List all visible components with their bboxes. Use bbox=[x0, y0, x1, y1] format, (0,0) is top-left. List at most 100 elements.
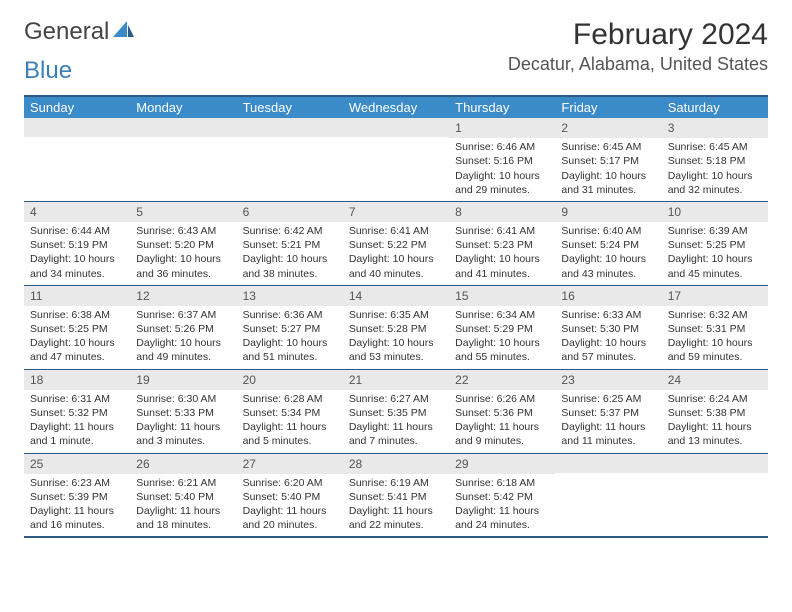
sunrise-text: Sunrise: 6:27 AM bbox=[349, 392, 443, 406]
day-cell: 6Sunrise: 6:42 AMSunset: 5:21 PMDaylight… bbox=[237, 202, 343, 285]
day-number: 19 bbox=[130, 370, 236, 390]
daylight-text: Daylight: 11 hours and 9 minutes. bbox=[455, 420, 549, 448]
daylight-text: Daylight: 10 hours and 40 minutes. bbox=[349, 252, 443, 280]
sunset-text: Sunset: 5:23 PM bbox=[455, 238, 549, 252]
daylight-text: Daylight: 10 hours and 31 minutes. bbox=[561, 169, 655, 197]
day-details: Sunrise: 6:31 AMSunset: 5:32 PMDaylight:… bbox=[24, 390, 130, 453]
day-cell: 28Sunrise: 6:19 AMSunset: 5:41 PMDayligh… bbox=[343, 454, 449, 537]
weeks-container: 1Sunrise: 6:46 AMSunset: 5:16 PMDaylight… bbox=[24, 118, 768, 538]
day-cell: 23Sunrise: 6:25 AMSunset: 5:37 PMDayligh… bbox=[555, 370, 661, 453]
daylight-text: Daylight: 10 hours and 36 minutes. bbox=[136, 252, 230, 280]
day-details: Sunrise: 6:39 AMSunset: 5:25 PMDaylight:… bbox=[662, 222, 768, 285]
daylight-text: Daylight: 10 hours and 59 minutes. bbox=[668, 336, 762, 364]
day-details: Sunrise: 6:44 AMSunset: 5:19 PMDaylight:… bbox=[24, 222, 130, 285]
sunrise-text: Sunrise: 6:41 AM bbox=[455, 224, 549, 238]
day-cell: 16Sunrise: 6:33 AMSunset: 5:30 PMDayligh… bbox=[555, 286, 661, 369]
day-number: 25 bbox=[24, 454, 130, 474]
day-details: Sunrise: 6:32 AMSunset: 5:31 PMDaylight:… bbox=[662, 306, 768, 369]
daylight-text: Daylight: 11 hours and 1 minute. bbox=[30, 420, 124, 448]
sunset-text: Sunset: 5:29 PM bbox=[455, 322, 549, 336]
sunrise-text: Sunrise: 6:25 AM bbox=[561, 392, 655, 406]
day-details: Sunrise: 6:36 AMSunset: 5:27 PMDaylight:… bbox=[237, 306, 343, 369]
logo-text-1: General bbox=[24, 18, 109, 46]
day-number bbox=[237, 118, 343, 137]
daylight-text: Daylight: 11 hours and 20 minutes. bbox=[243, 504, 337, 532]
sunset-text: Sunset: 5:21 PM bbox=[243, 238, 337, 252]
day-cell: 24Sunrise: 6:24 AMSunset: 5:38 PMDayligh… bbox=[662, 370, 768, 453]
sunset-text: Sunset: 5:27 PM bbox=[243, 322, 337, 336]
day-cell: 10Sunrise: 6:39 AMSunset: 5:25 PMDayligh… bbox=[662, 202, 768, 285]
day-cell: 11Sunrise: 6:38 AMSunset: 5:25 PMDayligh… bbox=[24, 286, 130, 369]
sunrise-text: Sunrise: 6:34 AM bbox=[455, 308, 549, 322]
day-details: Sunrise: 6:18 AMSunset: 5:42 PMDaylight:… bbox=[449, 474, 555, 537]
sunset-text: Sunset: 5:34 PM bbox=[243, 406, 337, 420]
sunset-text: Sunset: 5:37 PM bbox=[561, 406, 655, 420]
sunrise-text: Sunrise: 6:21 AM bbox=[136, 476, 230, 490]
daylight-text: Daylight: 11 hours and 7 minutes. bbox=[349, 420, 443, 448]
daylight-text: Daylight: 10 hours and 32 minutes. bbox=[668, 169, 762, 197]
day-details: Sunrise: 6:38 AMSunset: 5:25 PMDaylight:… bbox=[24, 306, 130, 369]
sunrise-text: Sunrise: 6:40 AM bbox=[561, 224, 655, 238]
sunset-text: Sunset: 5:28 PM bbox=[349, 322, 443, 336]
day-cell: 14Sunrise: 6:35 AMSunset: 5:28 PMDayligh… bbox=[343, 286, 449, 369]
day-cell: 26Sunrise: 6:21 AMSunset: 5:40 PMDayligh… bbox=[130, 454, 236, 537]
day-number: 9 bbox=[555, 202, 661, 222]
day-cell: 1Sunrise: 6:46 AMSunset: 5:16 PMDaylight… bbox=[449, 118, 555, 201]
sunrise-text: Sunrise: 6:45 AM bbox=[668, 140, 762, 154]
day-number: 27 bbox=[237, 454, 343, 474]
day-number: 6 bbox=[237, 202, 343, 222]
month-title: February 2024 bbox=[508, 18, 768, 52]
week-row: 18Sunrise: 6:31 AMSunset: 5:32 PMDayligh… bbox=[24, 370, 768, 454]
day-number: 4 bbox=[24, 202, 130, 222]
day-number: 16 bbox=[555, 286, 661, 306]
day-number bbox=[662, 454, 768, 473]
sunrise-text: Sunrise: 6:24 AM bbox=[668, 392, 762, 406]
day-number: 29 bbox=[449, 454, 555, 474]
daylight-text: Daylight: 11 hours and 3 minutes. bbox=[136, 420, 230, 448]
day-number: 7 bbox=[343, 202, 449, 222]
week-row: 25Sunrise: 6:23 AMSunset: 5:39 PMDayligh… bbox=[24, 454, 768, 539]
day-header: Thursday bbox=[449, 97, 555, 118]
daylight-text: Daylight: 10 hours and 41 minutes. bbox=[455, 252, 549, 280]
sunrise-text: Sunrise: 6:37 AM bbox=[136, 308, 230, 322]
sunrise-text: Sunrise: 6:35 AM bbox=[349, 308, 443, 322]
day-number: 14 bbox=[343, 286, 449, 306]
sunset-text: Sunset: 5:24 PM bbox=[561, 238, 655, 252]
daylight-text: Daylight: 10 hours and 51 minutes. bbox=[243, 336, 337, 364]
day-number: 13 bbox=[237, 286, 343, 306]
day-number: 21 bbox=[343, 370, 449, 390]
day-cell: 19Sunrise: 6:30 AMSunset: 5:33 PMDayligh… bbox=[130, 370, 236, 453]
day-cell bbox=[24, 118, 130, 201]
sunset-text: Sunset: 5:31 PM bbox=[668, 322, 762, 336]
day-header-row: Sunday Monday Tuesday Wednesday Thursday… bbox=[24, 95, 768, 118]
sunset-text: Sunset: 5:38 PM bbox=[668, 406, 762, 420]
calendar-page: General February 2024 Decatur, Alabama, … bbox=[0, 0, 792, 556]
daylight-text: Daylight: 11 hours and 22 minutes. bbox=[349, 504, 443, 532]
day-number: 23 bbox=[555, 370, 661, 390]
day-number: 1 bbox=[449, 118, 555, 138]
sunrise-text: Sunrise: 6:31 AM bbox=[30, 392, 124, 406]
daylight-text: Daylight: 10 hours and 45 minutes. bbox=[668, 252, 762, 280]
day-details: Sunrise: 6:35 AMSunset: 5:28 PMDaylight:… bbox=[343, 306, 449, 369]
daylight-text: Daylight: 10 hours and 34 minutes. bbox=[30, 252, 124, 280]
day-details: Sunrise: 6:43 AMSunset: 5:20 PMDaylight:… bbox=[130, 222, 236, 285]
day-cell: 18Sunrise: 6:31 AMSunset: 5:32 PMDayligh… bbox=[24, 370, 130, 453]
daylight-text: Daylight: 10 hours and 55 minutes. bbox=[455, 336, 549, 364]
day-details: Sunrise: 6:19 AMSunset: 5:41 PMDaylight:… bbox=[343, 474, 449, 537]
sunset-text: Sunset: 5:26 PM bbox=[136, 322, 230, 336]
day-number: 15 bbox=[449, 286, 555, 306]
day-cell: 27Sunrise: 6:20 AMSunset: 5:40 PMDayligh… bbox=[237, 454, 343, 537]
sunrise-text: Sunrise: 6:32 AM bbox=[668, 308, 762, 322]
sunrise-text: Sunrise: 6:23 AM bbox=[30, 476, 124, 490]
day-cell bbox=[662, 454, 768, 537]
sunrise-text: Sunrise: 6:45 AM bbox=[561, 140, 655, 154]
sunset-text: Sunset: 5:22 PM bbox=[349, 238, 443, 252]
sunset-text: Sunset: 5:16 PM bbox=[455, 154, 549, 168]
day-details: Sunrise: 6:37 AMSunset: 5:26 PMDaylight:… bbox=[130, 306, 236, 369]
daylight-text: Daylight: 10 hours and 29 minutes. bbox=[455, 169, 549, 197]
sunset-text: Sunset: 5:42 PM bbox=[455, 490, 549, 504]
day-number: 5 bbox=[130, 202, 236, 222]
day-number bbox=[343, 118, 449, 137]
sunrise-text: Sunrise: 6:18 AM bbox=[455, 476, 549, 490]
day-details: Sunrise: 6:40 AMSunset: 5:24 PMDaylight:… bbox=[555, 222, 661, 285]
